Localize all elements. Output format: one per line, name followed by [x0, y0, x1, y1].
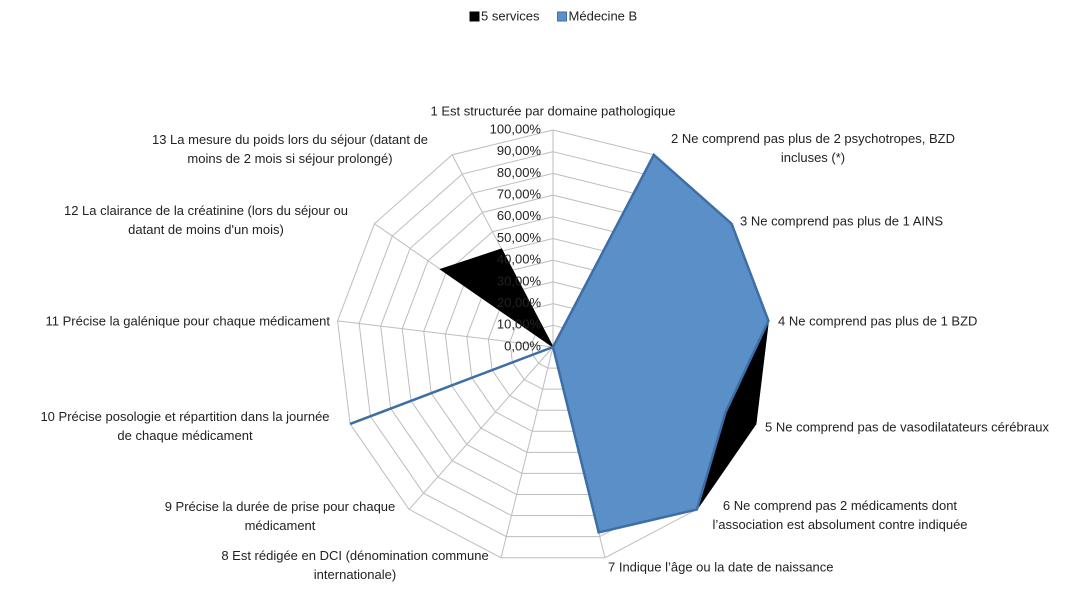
legend-label: Médecine B	[569, 8, 638, 23]
axis-label: 13 La mesure du poids lors du séjour (da…	[152, 132, 428, 166]
axis-label: 2 Ne comprend pas plus de 2 psychotropes…	[671, 131, 955, 165]
y-tick-label: 60,00%	[497, 208, 542, 223]
y-tick-label: 0,00%	[504, 338, 541, 353]
spoke	[408, 346, 554, 510]
axis-label: 5 Ne comprend pas de vasodilatateurs cér…	[765, 419, 1049, 434]
y-tick-label: 100,00%	[490, 121, 542, 136]
legend-swatch	[469, 11, 480, 22]
axis-label: 9 Précise la durée de prise pour chaque m…	[165, 499, 396, 533]
y-tick-label: 80,00%	[497, 165, 542, 180]
axis-label: 1 Est structurée par domaine pathologiqu…	[431, 103, 676, 118]
axis-label: 3 Ne comprend pas plus de 1 AINS	[740, 213, 943, 228]
axis-label: 4 Ne comprend pas plus de 1 BZD	[778, 313, 977, 328]
axis-label: 7 Indique l’âge ou la date de naissance	[608, 559, 834, 574]
y-tick-label: 30,00%	[497, 273, 542, 288]
y-tick-label: 10,00%	[497, 317, 542, 332]
axis-label: 8 Est rédigée en DCI (dénomination commu…	[221, 548, 488, 582]
axis-label: 12 La clairance de la créatinine (lors d…	[64, 203, 348, 237]
axis-label: 10 Précise posologie et répartition dans…	[40, 409, 329, 443]
series-area	[349, 152, 770, 534]
spoke	[337, 320, 554, 348]
y-tick-label: 50,00%	[497, 230, 542, 245]
y-tick-label: 90,00%	[497, 143, 542, 158]
axis-label: 6 Ne comprend pas 2 médicaments dont l’as…	[712, 498, 967, 532]
y-tick-label: 20,00%	[497, 295, 542, 310]
spoke	[500, 346, 554, 558]
legend-label: 5 services	[481, 8, 540, 23]
y-tick-label: 70,00%	[497, 187, 542, 202]
axis-label: 11 Précise la galénique pour chaque médi…	[46, 313, 331, 328]
y-tick-label: 40,00%	[497, 252, 542, 267]
legend-swatch	[557, 11, 568, 22]
